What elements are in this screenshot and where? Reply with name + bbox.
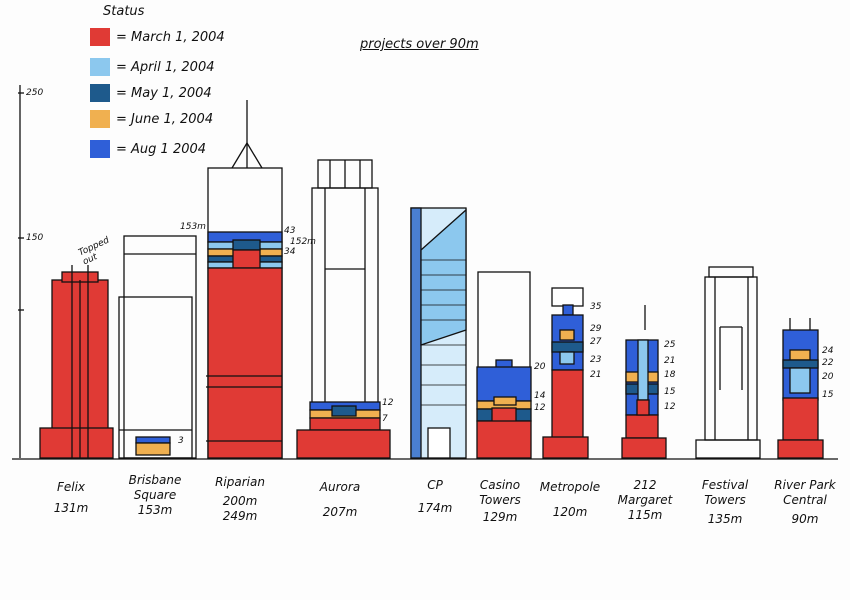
building-height: 129m [482, 510, 518, 524]
legend-heading: Status [103, 4, 145, 19]
building-name: Festival Towers [701, 478, 749, 507]
building-name: Brisbane Square [128, 473, 182, 502]
floor-mark: 12 [382, 398, 394, 408]
label-felix: Felix 131m [36, 480, 106, 516]
building-height: 131m [53, 501, 89, 515]
building-name: 212 Margaret [617, 478, 673, 507]
floor-mark: 35 [590, 302, 602, 312]
legend-item-june: = June 1, 2004 [90, 110, 213, 128]
building-height: 115m [627, 508, 663, 522]
floor-mark: 29 [590, 324, 602, 334]
legend-item-may: = May 1, 2004 [90, 84, 212, 102]
label-casino-towers: Casino Towers 129m [465, 478, 535, 525]
label-cp: CP 174m [400, 478, 470, 516]
building-height: 153m [137, 503, 173, 517]
building-festival-towers [695, 266, 761, 459]
floor-mark: 34 [284, 247, 296, 257]
floor-mark: 22 [822, 358, 834, 368]
building-river-park-central [777, 318, 824, 459]
building-aurora [296, 159, 391, 459]
building-height: 249m [222, 509, 258, 523]
riparian-note: 153m [180, 222, 206, 232]
floor-mark: 7 [382, 414, 388, 424]
legend-label: = March 1, 2004 [116, 29, 225, 45]
building-height: 135m [707, 512, 743, 526]
building-height: 200m [222, 494, 258, 508]
floor-mark: 23 [590, 355, 602, 365]
floor-mark: 12 [534, 403, 546, 413]
building-height: 174m [417, 501, 453, 515]
label-212-margaret: 212 Margaret 115m [610, 478, 680, 523]
label-festival-towers: Festival Towers 135m [690, 478, 760, 527]
building-name: Metropole [539, 480, 601, 494]
floor-mark: 14 [534, 391, 546, 401]
building-riparian [206, 100, 283, 459]
label-river-park-central: River Park Central 90m [770, 478, 840, 527]
building-name: Felix [56, 480, 86, 494]
legend-label: = Aug 1 2004 [116, 141, 207, 157]
building-212-margaret [621, 305, 667, 459]
building-name: River Park Central [774, 478, 836, 507]
building-height: 207m [322, 505, 358, 519]
legend-item-aug: = Aug 1 2004 [90, 140, 206, 158]
floor-mark: 24 [822, 346, 834, 356]
building-casino-towers [476, 271, 532, 459]
floor-mark: 3 [178, 436, 184, 446]
building-name: CP [427, 478, 443, 492]
floor-mark: 18 [664, 370, 676, 380]
building-name: Aurora [319, 480, 361, 494]
building-metropole [542, 287, 589, 459]
building-height: 120m [552, 505, 588, 519]
axis-tick-250: 250 [26, 88, 44, 98]
floor-mark: 21 [664, 356, 676, 366]
building-height: 90m [791, 512, 819, 526]
building-brisbane-square [118, 235, 197, 459]
legend-swatch [90, 28, 110, 46]
floor-mark: 20 [534, 362, 546, 372]
floor-mark: 15 [822, 390, 834, 400]
building-name: Casino Towers [479, 478, 521, 507]
floor-mark: 15 [664, 387, 676, 397]
legend-swatch [90, 140, 110, 158]
legend-label: = April 1, 2004 [116, 59, 215, 75]
legend-label: = May 1, 2004 [116, 85, 212, 101]
legend-swatch [90, 110, 110, 128]
legend-item-march: = March 1, 2004 [90, 28, 225, 46]
legend-item-april: = April 1, 2004 [90, 58, 215, 76]
label-metropole: Metropole 120m [535, 480, 605, 520]
legend-label: = June 1, 2004 [116, 111, 214, 127]
legend-swatch [90, 58, 110, 76]
floor-mark: 25 [664, 340, 676, 350]
floor-mark: 21 [590, 370, 602, 380]
axis-tick-150: 150 [26, 233, 44, 243]
floor-mark: 152m [290, 237, 316, 247]
floor-mark: 12 [664, 402, 676, 412]
label-brisbane-square: Brisbane Square 153m [120, 473, 190, 518]
building-felix [39, 265, 114, 459]
label-riparian: Riparian 200m 249m [205, 475, 275, 524]
floor-mark: 43 [284, 226, 296, 236]
floor-mark: 20 [822, 372, 834, 382]
building-cp [410, 207, 467, 459]
legend-swatch [90, 84, 110, 102]
floor-mark: 27 [590, 337, 602, 347]
page-title: projects over 90m [360, 37, 479, 52]
label-aurora: Aurora 207m [305, 480, 375, 520]
building-name: Riparian [215, 475, 265, 489]
